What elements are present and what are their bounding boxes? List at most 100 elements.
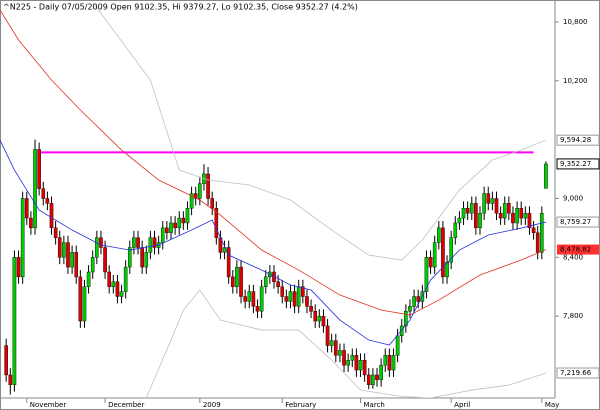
candle-body: [107, 271, 111, 287]
value-box: [556, 158, 600, 170]
candle-body: [296, 286, 301, 307]
candle-body: [288, 291, 293, 302]
candle-body: [251, 291, 256, 307]
candle-body: [416, 296, 421, 302]
candle-body: [45, 198, 50, 204]
candle-body: [457, 217, 462, 224]
x-tick-label: April: [454, 401, 470, 409]
candle-body: [366, 374, 371, 385]
candle-body: [152, 237, 157, 248]
candle-body: [136, 237, 140, 248]
candle-body: [486, 193, 491, 204]
indicator-line: [92, 2, 547, 261]
y-tick-label: 10,800: [563, 18, 588, 26]
candle-body: [230, 276, 235, 287]
candle-body: [441, 227, 445, 278]
candle-body: [445, 261, 449, 278]
candle-body: [86, 271, 91, 287]
candle-body: [399, 325, 404, 336]
candle-body: [301, 286, 305, 297]
candle-body: [383, 355, 388, 366]
y-tick-label: 10,200: [563, 77, 588, 85]
candle-body: [90, 257, 95, 273]
candle-body: [160, 227, 165, 243]
candle-body: [198, 183, 202, 199]
candle-body: [8, 374, 13, 385]
candle-body: [284, 296, 289, 302]
candle-body: [334, 340, 338, 356]
candle-body: [321, 315, 326, 327]
candle-body: [53, 227, 58, 238]
candle-body: [317, 315, 322, 322]
candle-body: [408, 306, 412, 312]
candle-body: [465, 208, 470, 214]
candle-body: [62, 242, 66, 258]
candle-body: [239, 266, 243, 297]
candle-body: [523, 212, 528, 219]
candle-body: [206, 173, 210, 199]
value-box: [556, 216, 600, 228]
candle-body: [127, 247, 132, 268]
close-label: 9,352.27: [560, 160, 591, 168]
candle-body: [449, 237, 453, 263]
candle-body: [469, 203, 474, 214]
x-tick-label: November: [30, 401, 67, 409]
candle-body: [243, 296, 247, 302]
candle-body: [437, 227, 441, 243]
candle-body: [66, 242, 70, 268]
chart-title: ^N225 - Daily 07/05/2009 Open 9102.35, H…: [3, 3, 358, 12]
candle-body: [140, 247, 144, 268]
candle-body: [74, 252, 79, 278]
y-tick-label: 8,400: [563, 253, 583, 261]
candle-body: [20, 198, 25, 278]
candle-body: [292, 291, 297, 307]
candle-body: [103, 247, 107, 273]
plot-area: [0, 2, 548, 398]
candle-body: [379, 364, 383, 381]
candle-body: [507, 203, 511, 214]
value-label: 8,759.27: [560, 218, 591, 226]
x-tick-label: December: [108, 401, 144, 409]
candle-body: [37, 149, 41, 189]
candle-body: [482, 193, 486, 214]
candle-body: [412, 296, 416, 307]
candle-body: [474, 203, 478, 229]
candle-body: [346, 360, 350, 366]
candle-body: [387, 355, 392, 371]
candle-body: [12, 257, 17, 385]
y-tick-label: 9,000: [563, 194, 583, 202]
candle-body: [148, 237, 153, 253]
candle-body: [276, 281, 280, 287]
candle-body: [354, 355, 359, 371]
candle-body: [544, 163, 548, 189]
candle-body: [375, 374, 379, 381]
candle-body: [235, 266, 239, 287]
candle-body: [4, 345, 8, 376]
candle-body: [115, 281, 120, 297]
candle-body: [16, 257, 21, 278]
candle-body: [502, 203, 507, 219]
candle-body: [132, 237, 136, 248]
candle-body: [391, 355, 396, 371]
candle-body: [424, 257, 429, 292]
value-label: 9,594.28: [560, 136, 591, 144]
x-tick-label: May: [545, 401, 559, 409]
candle-body: [78, 276, 83, 322]
candle-body: [165, 227, 169, 233]
candle-body: [362, 360, 367, 376]
candle-body: [173, 222, 177, 229]
x-tick-label: 2009: [203, 401, 221, 409]
candle-body: [531, 227, 536, 233]
candle-body: [309, 306, 313, 312]
candle-body: [404, 311, 408, 327]
candle-body: [519, 208, 524, 219]
candle-body: [24, 198, 29, 219]
indicator-line: [0, 9, 547, 316]
candle-body: [111, 281, 116, 287]
candle-body: [177, 217, 182, 229]
candle-body: [432, 242, 437, 268]
candle-body: [313, 311, 318, 322]
value-box: [557, 244, 599, 255]
